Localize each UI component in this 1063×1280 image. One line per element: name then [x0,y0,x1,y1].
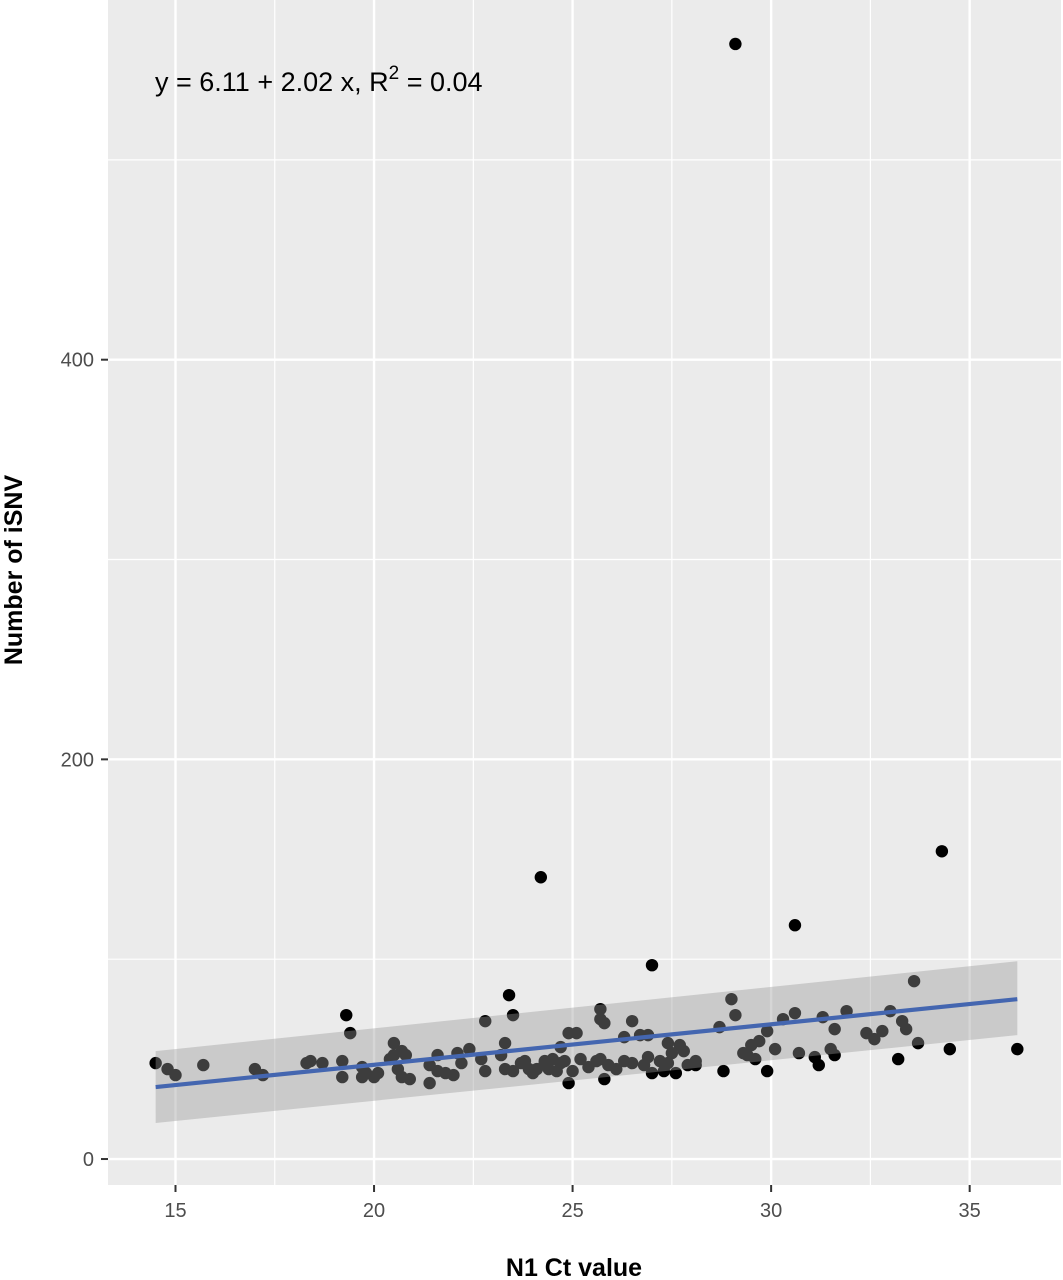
data-point [625,1014,639,1028]
data-point [336,1070,349,1084]
data-point [645,958,659,972]
data-point [447,1068,460,1082]
data-point [479,1014,492,1028]
data-point [749,1052,762,1066]
panel-background [108,0,1061,1185]
data-point [610,1062,623,1076]
x-tick-label: 30 [760,1200,782,1222]
data-point [828,1048,841,1062]
equation-superscript: 2 [389,63,400,84]
data-point [868,1032,881,1046]
data-point [570,1026,583,1040]
data-point [534,871,548,884]
data-point [891,1052,905,1066]
y-axis-title: Number of iSNV [0,475,28,666]
data-point [304,1054,317,1068]
minor-gridlines [108,0,1061,1185]
data-point [717,1064,730,1078]
data-point [812,1058,825,1072]
data-point [344,1026,357,1040]
data-point [907,974,921,988]
data-point [566,1064,579,1078]
data-point [574,1052,587,1066]
data-point [598,1016,611,1030]
data-point [169,1068,182,1082]
data-point [943,1042,957,1056]
data-point [760,1064,774,1078]
data-point [899,1022,913,1036]
data-point [792,1046,806,1060]
data-point [399,1048,413,1062]
data-point [387,1036,401,1050]
data-point [498,1036,512,1050]
data-point [340,1008,353,1022]
x-tick-label: 20 [363,1200,385,1222]
x-tick-label: 25 [561,1200,583,1222]
data-point [665,1046,679,1060]
major-gridlines [108,0,1061,1185]
data-point [197,1058,210,1072]
data-point [689,1054,702,1068]
equation-prefix: y = 6.11 + 2.02 x, R [155,67,389,97]
data-point [677,1044,690,1058]
data-point [1011,1042,1024,1056]
data-point [403,1072,416,1086]
regression-equation: y = 6.11 + 2.02 x, R2 = 0.04 [155,63,483,97]
equation-suffix: = 0.04 [399,67,482,97]
data-point [455,1056,468,1070]
data-point [911,1036,925,1050]
data-point [661,1036,675,1050]
fit-line-layer [155,997,1018,1090]
data-point [371,1066,385,1080]
data-point [506,1008,520,1022]
data-point [506,1064,520,1078]
x-axis: 15 20 25 30 35 [164,1185,981,1222]
data-point [558,1054,571,1068]
data-point [729,37,742,51]
data-point [598,1072,611,1086]
data-point [594,1002,607,1016]
regression-line [155,997,1018,1090]
data-point [669,1066,683,1080]
data-point [760,1024,774,1038]
data-point [661,1056,675,1070]
data-point [463,1042,476,1056]
y-tick-label: 400 [61,350,94,372]
data-point [768,1042,782,1056]
x-axis-title: N1 Ct value [506,1254,642,1280]
data-point [828,1022,841,1036]
data-point [729,1008,742,1022]
data-point [316,1056,329,1070]
x-tick-label: 15 [164,1200,186,1222]
data-point [502,988,516,1002]
data-point [788,919,802,932]
data-point [149,1056,162,1070]
data-point [625,1056,639,1070]
y-tick-label: 200 [61,749,94,771]
data-point [423,1076,436,1090]
data-point [788,1006,802,1020]
data-point [479,1064,492,1078]
data-point [935,845,949,858]
data-point [876,1024,889,1038]
y-tick-label: 0 [83,1149,94,1171]
data-point [562,1076,575,1090]
x-tick-label: 35 [959,1200,981,1222]
data-point [641,1050,655,1064]
y-axis: 0 200 400 [61,350,108,1171]
data-point [645,1066,659,1080]
data-point [336,1054,349,1068]
data-point [753,1034,766,1048]
data-point [725,992,738,1006]
